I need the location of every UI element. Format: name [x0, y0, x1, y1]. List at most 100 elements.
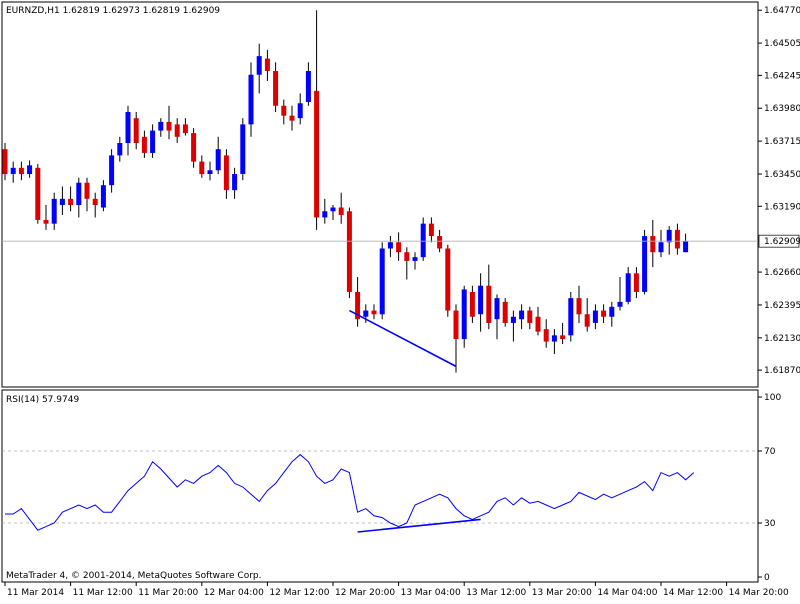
candle: [84, 177, 90, 212]
rsi-divergence-line[interactable]: [357, 518, 481, 533]
candle: [510, 310, 516, 342]
candle: [232, 167, 238, 199]
candle-body-bull: [420, 223, 426, 258]
candle-body-bear: [633, 273, 639, 292]
candle: [125, 105, 131, 156]
candle-body-bull: [568, 298, 574, 336]
price-tick-label: 1.63190: [764, 202, 800, 212]
candle-body-bear: [584, 314, 590, 327]
candle-body-bear: [543, 329, 549, 342]
candle: [27, 160, 33, 178]
candle-body-bull: [232, 174, 238, 191]
candle-body-bear: [141, 136, 147, 153]
copyright-text: MetaTrader 4, © 2001-2014, MetaQuotes So…: [6, 571, 262, 581]
candle: [650, 219, 656, 268]
candle-body-bull: [322, 211, 328, 218]
candle-body-bull: [51, 198, 57, 224]
rsi-line: [5, 453, 695, 531]
candle-body-bull: [510, 316, 516, 323]
candle: [174, 118, 180, 143]
rsi-tick-label: 70: [764, 447, 776, 457]
candle-body-bull: [10, 167, 16, 175]
candle-body-bull: [248, 74, 254, 125]
candle-body-bear: [264, 58, 270, 72]
candle: [387, 236, 393, 258]
candle: [601, 304, 607, 323]
candle: [428, 217, 434, 243]
candle: [560, 322, 566, 345]
candle: [248, 62, 254, 137]
candle: [10, 161, 16, 183]
candle-body-bull: [59, 198, 65, 206]
candle: [240, 118, 246, 181]
candle: [281, 99, 287, 125]
candle-body-bull: [150, 130, 156, 153]
candle: [215, 136, 221, 175]
candle: [76, 177, 82, 218]
time-tick-label: 13 Mar 20:00: [532, 588, 592, 598]
time-tick-label: 11 Mar 2014: [7, 588, 64, 598]
candle-body-bear: [273, 71, 279, 106]
candle: [666, 226, 672, 255]
candle-body-bear: [338, 207, 344, 215]
candle-body-bear: [576, 298, 582, 315]
candle: [18, 161, 24, 181]
candle-body-bull: [240, 124, 246, 175]
main-chart-frame: [1, 1, 759, 388]
candle-body-bull: [683, 241, 689, 253]
time-tick-label: 13 Mar 12:00: [466, 588, 526, 598]
candle: [355, 277, 361, 327]
candle-body-bull: [305, 71, 311, 103]
candle-body-bull: [658, 242, 664, 253]
candle-body-bull: [158, 121, 164, 131]
candle: [2, 142, 8, 181]
current-price-box: [758, 234, 800, 248]
candle-body-bull: [666, 229, 672, 243]
candle-body-bull: [478, 285, 484, 315]
candle: [182, 118, 188, 136]
price-tick-label: 1.62660: [764, 268, 800, 278]
candle: [527, 306, 533, 330]
time-tick-label: 14 Mar 20:00: [729, 588, 789, 598]
candle: [617, 277, 623, 311]
candle-body-bear: [166, 121, 172, 131]
candle-body-bull: [387, 242, 393, 249]
time-tick-label: 14 Mar 12:00: [663, 588, 723, 598]
candle-body-bear: [437, 236, 443, 249]
candle: [379, 242, 385, 320]
candle-body-bull: [609, 306, 615, 317]
candle: [445, 244, 451, 317]
candle: [420, 217, 426, 261]
candle: [568, 291, 574, 342]
candle: [109, 149, 115, 193]
candle-body-bear: [68, 198, 74, 206]
candle-body-bull: [379, 248, 385, 315]
rsi-tick-label: 30: [764, 519, 776, 529]
candle-body-bear: [527, 310, 533, 323]
candle-body-bear: [314, 90, 320, 218]
candle: [314, 10, 320, 230]
candle: [576, 285, 582, 323]
candle: [141, 130, 147, 158]
candle: [519, 304, 525, 330]
candle-body-bear: [396, 242, 402, 253]
price-tick-label: 1.63450: [764, 170, 800, 180]
candle-body-bear: [43, 219, 49, 224]
candle-body-bull: [412, 257, 418, 261]
time-tick-label: 13 Mar 04:00: [401, 588, 461, 598]
candle-body-bull: [625, 273, 631, 302]
candle-body-bear: [453, 310, 459, 340]
price-divergence-line[interactable]: [349, 309, 457, 368]
candle-body-bull: [363, 310, 369, 317]
candle: [338, 192, 344, 224]
main-chart-header: EURNZD,H1 1.62819 1.62973 1.62819 1.6290…: [6, 6, 220, 16]
rsi-header: RSI(14) 57.9749: [6, 395, 79, 405]
candle: [396, 232, 402, 261]
candle: [305, 62, 311, 106]
price-tick-label: 1.62130: [764, 334, 800, 344]
candle-body-bear: [174, 124, 180, 137]
candle: [658, 229, 664, 258]
candle: [35, 164, 41, 224]
